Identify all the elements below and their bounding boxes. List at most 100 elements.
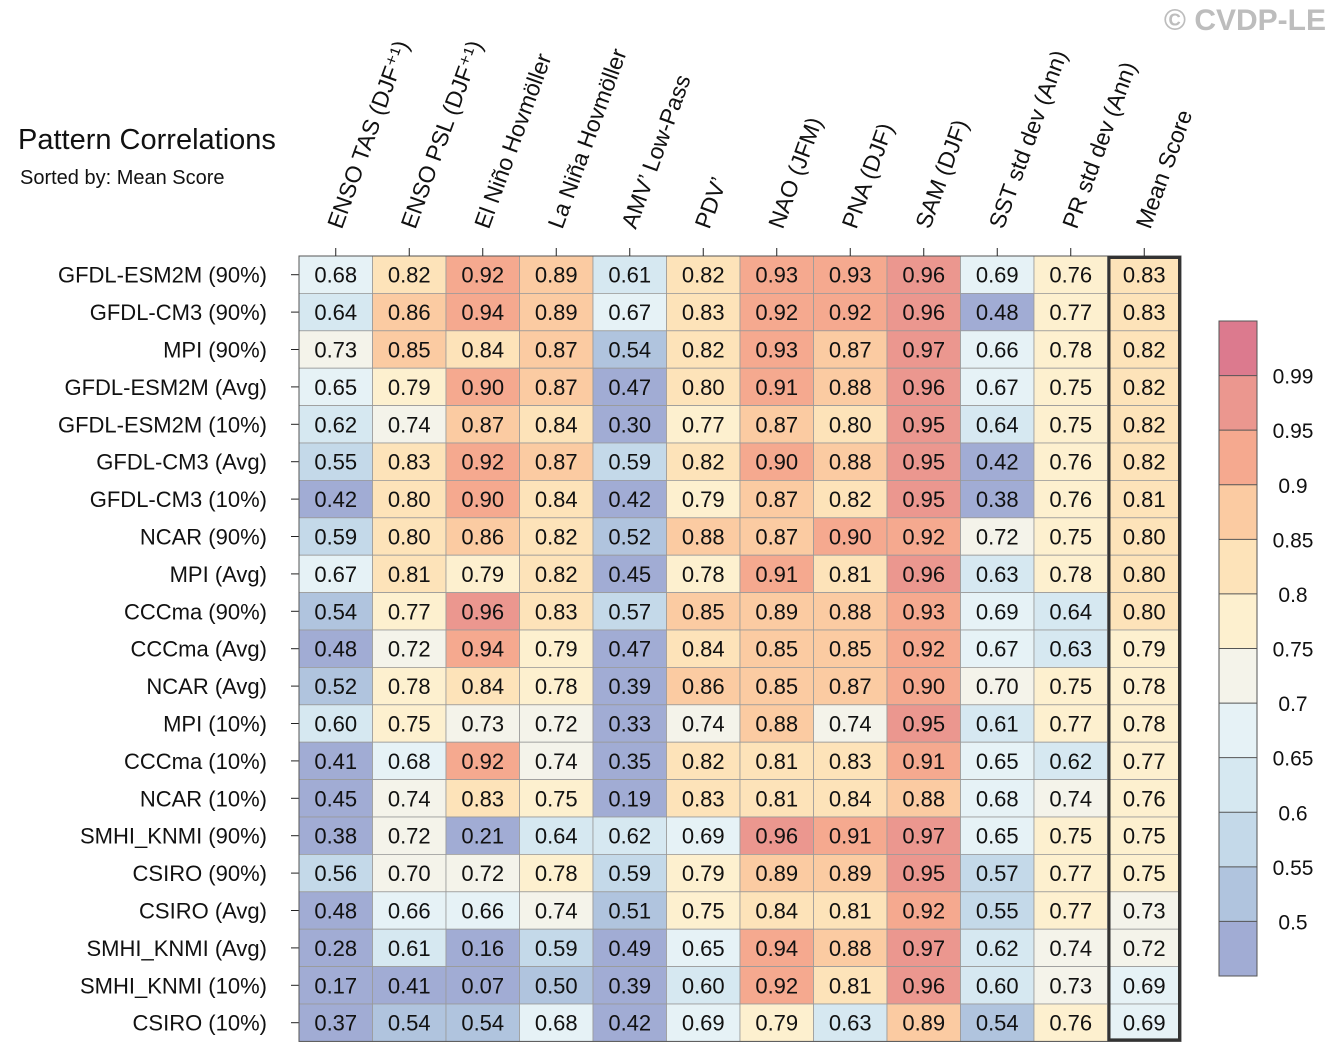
heatmap-cell (666, 928, 741, 968)
heatmap-cell (960, 330, 1035, 369)
heatmap-cell (1033, 629, 1108, 668)
heatmap-cell (739, 966, 814, 1005)
cell-value: 0.89 (535, 300, 578, 325)
cell-value: 0.75 (1123, 824, 1166, 849)
cell-value: 0.83 (682, 786, 725, 811)
cell-value: 0.96 (902, 973, 945, 998)
heatmap-cell (519, 704, 594, 743)
cell-value: 0.78 (1123, 674, 1166, 699)
cell-value: 0.60 (682, 973, 725, 998)
heatmap-cell (666, 367, 741, 407)
cell-value: 0.78 (1123, 712, 1166, 737)
heatmap-cell (445, 367, 520, 407)
cell-value: 0.79 (1123, 637, 1166, 662)
cell-value: 0.79 (682, 487, 725, 512)
cell-value: 0.63 (1049, 637, 1092, 662)
cell-value: 0.76 (1049, 487, 1092, 512)
heatmap-cell (519, 292, 594, 332)
heatmap-cell (372, 554, 447, 594)
heatmap-cell (592, 405, 667, 444)
cell-value: 0.87 (535, 450, 578, 475)
heatmap-cell (445, 442, 520, 481)
heatmap-cell (519, 741, 594, 781)
colorbar-tick-label: 0.9 (1278, 475, 1307, 498)
heatmap-cell (739, 292, 814, 332)
cell-value: 0.57 (608, 599, 651, 624)
cell-value: 0.38 (314, 824, 357, 849)
cell-value: 0.82 (829, 487, 872, 512)
cell-value: 0.73 (1049, 973, 1092, 998)
heatmap-cell (739, 891, 814, 930)
cell-value: 0.72 (461, 861, 504, 886)
colorbar-tick-label: 0.6 (1278, 802, 1307, 825)
cell-value: 0.54 (976, 1011, 1019, 1036)
cell-value: 0.19 (608, 786, 651, 811)
cell-value: 0.81 (755, 786, 798, 811)
heatmap-cell (519, 367, 594, 407)
heatmap-cell (813, 255, 888, 294)
cell-value: 0.42 (976, 450, 1019, 475)
heatmap-cell (372, 667, 447, 706)
heatmap-cell (666, 292, 741, 332)
cell-value: 0.82 (682, 338, 725, 363)
heatmap-cell (739, 741, 814, 781)
cell-value: 0.93 (829, 263, 872, 288)
cell-value: 0.90 (461, 375, 504, 400)
heatmap-cell (298, 405, 373, 444)
heatmap-cell (1033, 592, 1108, 631)
cell-value: 0.35 (608, 749, 651, 774)
cell-value: 0.66 (976, 338, 1019, 363)
cell-value: 0.61 (388, 936, 431, 961)
heatmap-cell (960, 928, 1035, 968)
cell-value: 0.54 (388, 1011, 431, 1036)
cell-value: 0.88 (829, 599, 872, 624)
heatmap-cell (960, 667, 1035, 706)
row-label: GFDL-ESM2M (Avg) (64, 375, 267, 400)
cell-value: 0.39 (608, 973, 651, 998)
cell-value: 0.86 (461, 525, 504, 550)
cell-value: 0.57 (976, 861, 1019, 886)
cell-value: 0.73 (314, 338, 357, 363)
cell-value: 0.75 (1049, 674, 1092, 699)
cell-value: 0.82 (1123, 450, 1166, 475)
cell-value: 0.95 (902, 861, 945, 886)
heatmap-cell (666, 405, 741, 444)
cell-value: 0.72 (388, 637, 431, 662)
cell-value: 0.74 (682, 712, 725, 737)
cell-value: 0.55 (314, 450, 357, 475)
cell-value: 0.87 (829, 338, 872, 363)
cell-value: 0.79 (461, 562, 504, 587)
cell-value: 0.61 (608, 263, 651, 288)
heatmap-cell (372, 704, 447, 743)
cell-value: 0.87 (461, 412, 504, 437)
cell-value: 0.84 (755, 899, 798, 924)
heatmap-cell (666, 704, 741, 743)
heatmap-cell (813, 816, 888, 855)
cell-value: 0.80 (1123, 562, 1166, 587)
cell-value: 0.41 (388, 973, 431, 998)
cell-value: 0.75 (388, 712, 431, 737)
heatmap-cell (445, 891, 520, 930)
heatmap-cell (960, 367, 1035, 407)
heatmap-cell (519, 928, 594, 968)
heatmap-cell (372, 779, 447, 818)
cell-value: 0.72 (388, 824, 431, 849)
heatmap-cell (813, 779, 888, 818)
cell-value: 0.83 (535, 599, 578, 624)
heatmap-cell (886, 741, 961, 781)
cell-value: 0.42 (314, 487, 357, 512)
column-label: El Niño Hovmöller (469, 50, 556, 232)
heatmap-cell (372, 816, 447, 855)
colorbar-tick-label: 0.75 (1273, 639, 1314, 662)
cell-value: 0.96 (755, 824, 798, 849)
cell-value: 0.51 (608, 899, 651, 924)
column-label: PDV’ (690, 174, 732, 232)
cell-value: 0.74 (535, 749, 578, 774)
cell-value: 0.61 (976, 712, 1019, 737)
cell-value: 0.67 (976, 375, 1019, 400)
heatmap-cell (666, 779, 741, 818)
cell-value: 0.92 (829, 300, 872, 325)
heatmap-cell (298, 854, 373, 893)
colorbar-segment (1219, 757, 1257, 813)
heatmap-cell (813, 517, 888, 556)
